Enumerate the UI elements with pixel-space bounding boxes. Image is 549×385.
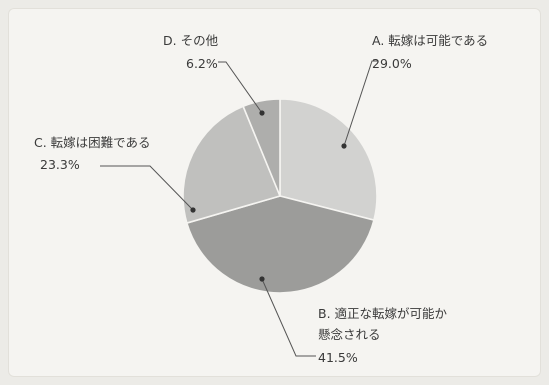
label-b-value: 41.5%: [318, 350, 358, 365]
leader-lines: [100, 60, 378, 357]
label-b-text-line2: 懸念される: [318, 327, 381, 342]
pie-slice-d: [242, 98, 281, 197]
pie-slices: [182, 98, 378, 294]
label-c-text: C. 転嫁は困難である: [34, 135, 151, 150]
label-a-text: A. 転嫁は可能である: [372, 33, 488, 48]
label-b-text-line1: B. 適正な転嫁が可能か: [318, 306, 448, 321]
leader-dot-a: [341, 143, 347, 149]
label-b: B. 適正な転嫁が可能か 懸念される 41.5%: [318, 306, 448, 365]
label-a: A. 転嫁は可能である 29.0%: [372, 33, 488, 71]
pie-slice-a: [279, 98, 378, 222]
leader-dot-d: [259, 110, 265, 116]
leader-line-d: [218, 61, 263, 114]
leader-dot-b: [259, 276, 265, 282]
pie-slice-c: [182, 105, 282, 225]
leader-line-a: [343, 60, 378, 147]
label-d-text: D. その他: [163, 33, 219, 48]
leader-dot-c: [190, 207, 196, 213]
label-d-value: 6.2%: [186, 56, 218, 71]
label-c-value: 23.3%: [40, 157, 80, 172]
label-a-value: 29.0%: [372, 56, 412, 71]
pie-slice-b: [185, 195, 375, 294]
leader-line-c: [100, 165, 194, 211]
label-c: C. 転嫁は困難である 23.3%: [34, 135, 151, 172]
label-d: D. その他 6.2%: [163, 33, 219, 71]
leader-line-b: [261, 278, 316, 357]
